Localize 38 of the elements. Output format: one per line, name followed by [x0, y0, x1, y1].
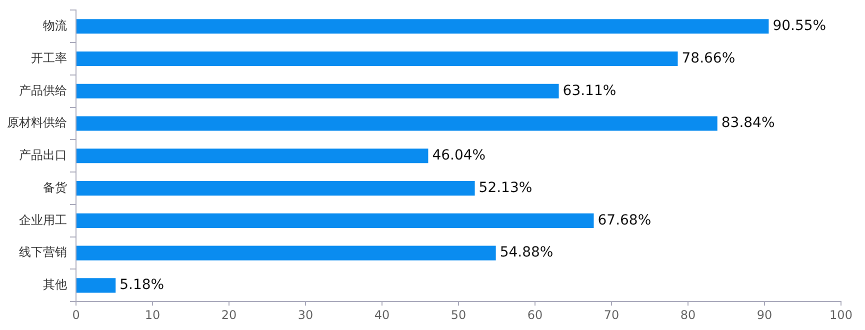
bar: [76, 84, 559, 98]
bar: [76, 180, 475, 196]
x-tick-label: 60: [527, 308, 543, 322]
y-tick-label: 原材料供给: [7, 116, 67, 130]
bar: [76, 246, 496, 260]
bar: [76, 51, 678, 66]
y-tick-label: 线下营销: [19, 245, 67, 260]
data-label: 90.55%: [772, 18, 826, 34]
x-tick-label: 0: [72, 308, 80, 322]
bar: [76, 213, 594, 228]
bar: [76, 19, 769, 34]
data-label: 63.11%: [562, 82, 616, 99]
x-tick-label: 50: [450, 308, 466, 322]
x-tick-label: 80: [680, 308, 696, 322]
x-tick-label: 40: [374, 308, 390, 322]
x-tick-label: 90: [756, 308, 772, 322]
x-tick-label: 100: [830, 308, 852, 322]
y-tick-label: 产品出口: [19, 148, 67, 162]
y-tick-label: 开工率: [31, 50, 67, 65]
y-tick-label: 企业用工: [19, 212, 67, 227]
data-label: 54.88%: [500, 244, 554, 261]
bar: [76, 148, 428, 164]
bar: [76, 116, 718, 131]
y-tick-label: 备货: [43, 180, 67, 194]
data-label: 67.68%: [598, 212, 652, 228]
data-label: 5.18%: [120, 277, 164, 294]
data-label: 52.13%: [478, 180, 532, 196]
x-tick-label: 70: [604, 308, 620, 322]
data-label: 46.04%: [432, 148, 486, 164]
y-tick-label: 产品供给: [19, 83, 67, 98]
x-tick-label: 20: [221, 308, 237, 322]
bar: [76, 278, 116, 293]
data-label: 78.66%: [682, 50, 736, 66]
x-tick-label: 10: [144, 308, 160, 322]
y-tick-label: 其他: [43, 278, 67, 292]
y-tick-label: 物流: [43, 18, 67, 33]
x-tick-label: 30: [298, 308, 314, 322]
data-label: 83.84%: [721, 115, 775, 132]
